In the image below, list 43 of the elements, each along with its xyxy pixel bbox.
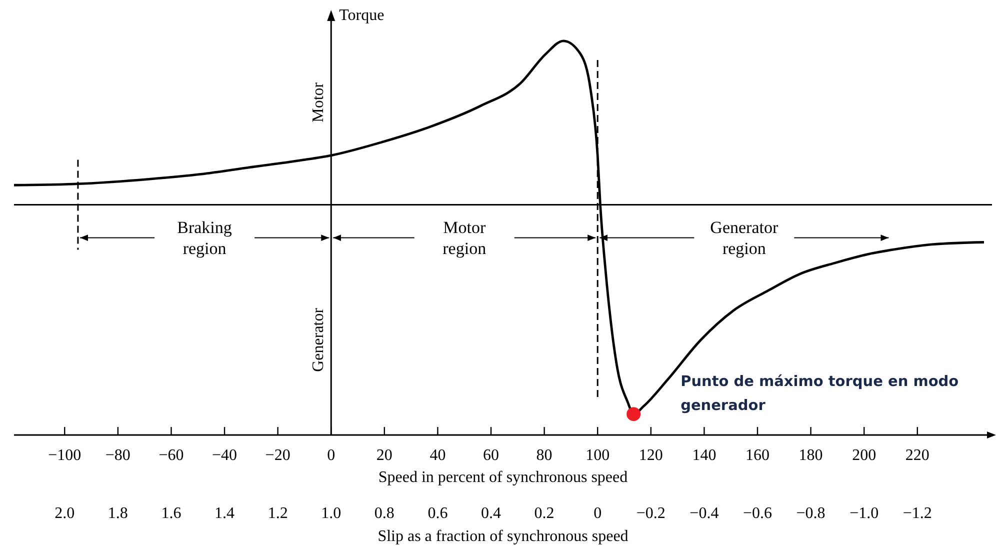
x2-tick-label: −0.4	[690, 505, 719, 522]
x-tick-label: 100	[586, 447, 610, 464]
x2-tick-label: 0.6	[428, 505, 448, 522]
x2-tick-label: 0.8	[374, 505, 394, 522]
x-axis-title: Speed in percent of synchronous speed	[378, 469, 628, 486]
annotation: Punto de máximo torque en modo generador	[680, 374, 959, 414]
annotation: Motor	[310, 82, 328, 122]
x2-tick-label: 0	[594, 505, 602, 522]
x-tick-label: −100	[48, 447, 82, 464]
x-tick-label: 200	[852, 447, 876, 464]
annotation: Generator	[310, 307, 328, 372]
x-tick-label: 160	[745, 447, 770, 464]
x2-tick-label: 1.6	[161, 505, 182, 522]
x-tick-label: 80	[536, 447, 552, 464]
y-axis-title: Torque	[339, 7, 384, 24]
x2-tick-label: 1.8	[108, 505, 128, 522]
x2-tick-label: −0.2	[636, 505, 666, 522]
annotation: Generator region	[710, 218, 778, 258]
x2-tick-label: −0.8	[796, 505, 826, 522]
x-tick-label: 20	[376, 447, 392, 464]
x2-tick-label: −1.2	[902, 505, 932, 522]
x-tick-label: −40	[212, 447, 238, 464]
annotation: Motor region	[442, 218, 487, 258]
x2-tick-label: 1.4	[214, 505, 235, 522]
x-tick-label: 180	[798, 447, 823, 464]
x-tick-label: 220	[905, 447, 930, 464]
x-tick-label: −20	[265, 447, 290, 464]
x-tick-label: −60	[158, 447, 184, 464]
x2-tick-label: 2.0	[54, 505, 75, 522]
x2-tick-label: 1.0	[321, 505, 342, 522]
x2-tick-label: 1.2	[268, 505, 288, 522]
x-tick-label: 0	[327, 447, 336, 464]
x-tick-label: 60	[483, 447, 500, 464]
x2-tick-label: 0.4	[481, 505, 502, 522]
annotation: Braking region	[177, 218, 232, 258]
x-tick-label: −80	[105, 447, 130, 464]
x-tick-label: 40	[430, 447, 446, 464]
x2-tick-label: −0.6	[742, 505, 772, 522]
x2-tick-label: 0.2	[534, 505, 554, 522]
x-tick-label: 140	[692, 447, 716, 464]
x2-axis-title: Slip as a fraction of synchronous speed	[378, 528, 628, 545]
x-tick-label: 120	[638, 447, 663, 464]
x2-tick-label: −1.0	[850, 505, 879, 522]
